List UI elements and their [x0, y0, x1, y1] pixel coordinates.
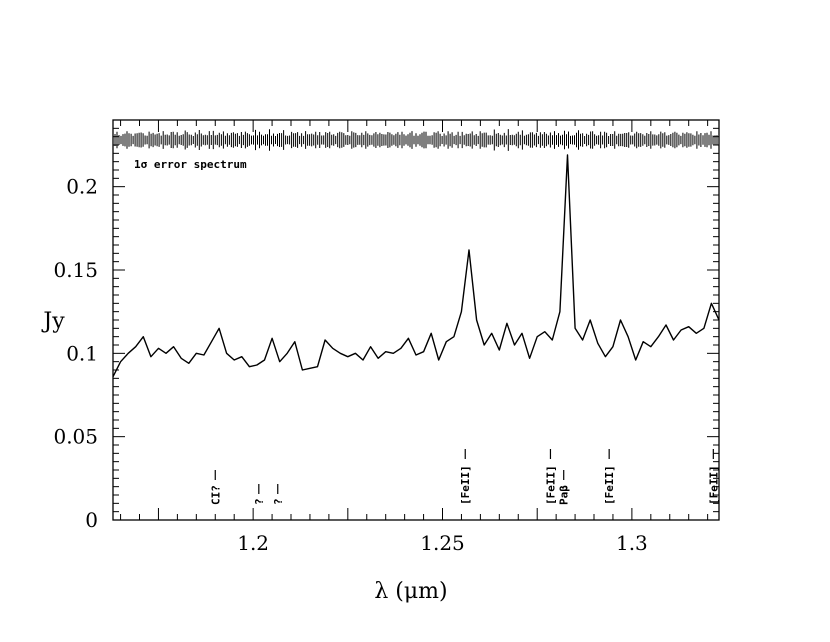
line-label: CI?: [209, 470, 222, 505]
plot-frame: [112, 119, 720, 521]
y-tick-label: 0.15: [53, 258, 98, 282]
y-tick-label: 0: [85, 508, 98, 532]
y-tick-label: 0.05: [53, 425, 98, 449]
line-label: [FeII]: [459, 449, 472, 505]
line-label-text: ?: [253, 498, 266, 505]
x-tick-label: 1.3: [616, 531, 648, 555]
x-axis-ticks: 1.2 1.25 1.3: [120, 120, 709, 555]
line-label-text: Paβ: [558, 485, 571, 505]
line-label-text: ?: [272, 498, 285, 505]
error-spectrum: [114, 129, 718, 151]
plot-border: [112, 119, 720, 521]
line-label: [FeII]: [545, 449, 558, 505]
y-axis-ticks: 0 0.05 0.1 0.15 0.2: [53, 119, 719, 532]
x-tick-label: 1.25: [420, 531, 465, 555]
line-label: Paβ: [558, 470, 571, 505]
line-label: ?: [272, 484, 285, 505]
line-label: [FeII]: [707, 449, 720, 505]
line-label: ?: [253, 484, 266, 505]
line-label-text: [FeII]: [459, 465, 472, 505]
line-label-text: [FeII]: [603, 465, 616, 505]
y-axis-title: Jy: [41, 309, 65, 334]
error-spectrum-label: 1σ error spectrum: [134, 158, 247, 171]
line-label-text: [FeII]: [707, 465, 720, 505]
x-axis-title: λ (μm): [374, 579, 447, 604]
x-tick-label: 1.2: [237, 531, 269, 555]
error-spectrum-trace: [114, 129, 718, 151]
y-tick-label: 0.2: [66, 175, 98, 199]
y-tick-label: 0.1: [66, 341, 98, 365]
line-label: [FeII]: [603, 449, 616, 505]
series-layer: [112, 154, 720, 378]
line-label-text: CI?: [209, 485, 222, 505]
spectrum-line: [112, 154, 720, 378]
line-label-text: [FeII]: [545, 465, 558, 505]
line-identifications: CI??? [FeII] [FeII] Paβ [FeII] [FeII]: [209, 449, 720, 505]
